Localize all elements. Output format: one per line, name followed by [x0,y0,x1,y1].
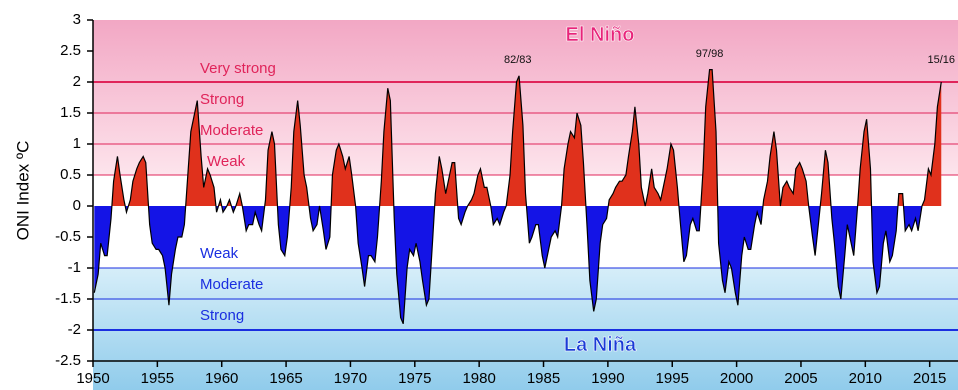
x-tick-label: 1955 [141,370,174,387]
region-label: La Niña [564,334,637,356]
negative-area [94,206,942,324]
x-tick-label: 1990 [591,370,624,387]
x-tick-label: 1980 [462,370,495,387]
x-tick-label: 1960 [205,370,238,387]
threshold-label: Moderate [200,122,263,139]
y-tick-label: 2.5 [60,42,81,59]
annotation: 15/16 [928,54,956,66]
x-tick-label: 1965 [269,370,302,387]
annotation: 97/98 [696,48,724,60]
threshold-label: Weak [200,245,239,262]
y-tick-label: -1 [68,259,81,276]
threshold-label: Very strong [200,60,276,77]
x-tick-label: 1950 [76,370,109,387]
y-tick-label: 0.5 [60,166,81,183]
y-axis-title: ONI Index ºC [13,141,32,241]
annotation: 82/83 [504,54,532,66]
oni-line [93,69,942,325]
y-tick-label: -2.5 [55,352,81,369]
background: Very strong Strong Moderate Weak Weak Moderat… [93,20,958,390]
x-tick-label: 1970 [334,370,367,387]
x-tick-label: 2005 [784,370,817,387]
plot-area: 82/83 97/98 15/16 [93,48,956,325]
x-tick-label: 2015 [913,370,946,387]
positive-area [94,69,942,206]
x-tick-label: 2010 [849,370,882,387]
threshold-label: Moderate [200,276,263,293]
y-tick-label: -1.5 [55,290,81,307]
x-tick-label: 2000 [720,370,753,387]
y-tick-label: 1 [73,135,81,152]
y-tick-label: 1.5 [60,104,81,121]
y-tick-label: -0.5 [55,228,81,245]
x-tick-label: 1995 [656,370,689,387]
y-tick-label: -2 [68,321,81,338]
threshold-label: Strong [200,307,244,324]
y-tick-label: 2 [73,73,81,90]
region-label: El Niño [566,24,635,46]
y-tick-label: 3 [73,11,81,28]
x-tick-label: 1985 [527,370,560,387]
threshold-label: Strong [200,91,244,108]
x-tick-label: 1975 [398,370,431,387]
el-nino-band [93,20,958,175]
threshold-label: Weak [207,153,246,170]
y-tick-label: 0 [73,197,81,214]
